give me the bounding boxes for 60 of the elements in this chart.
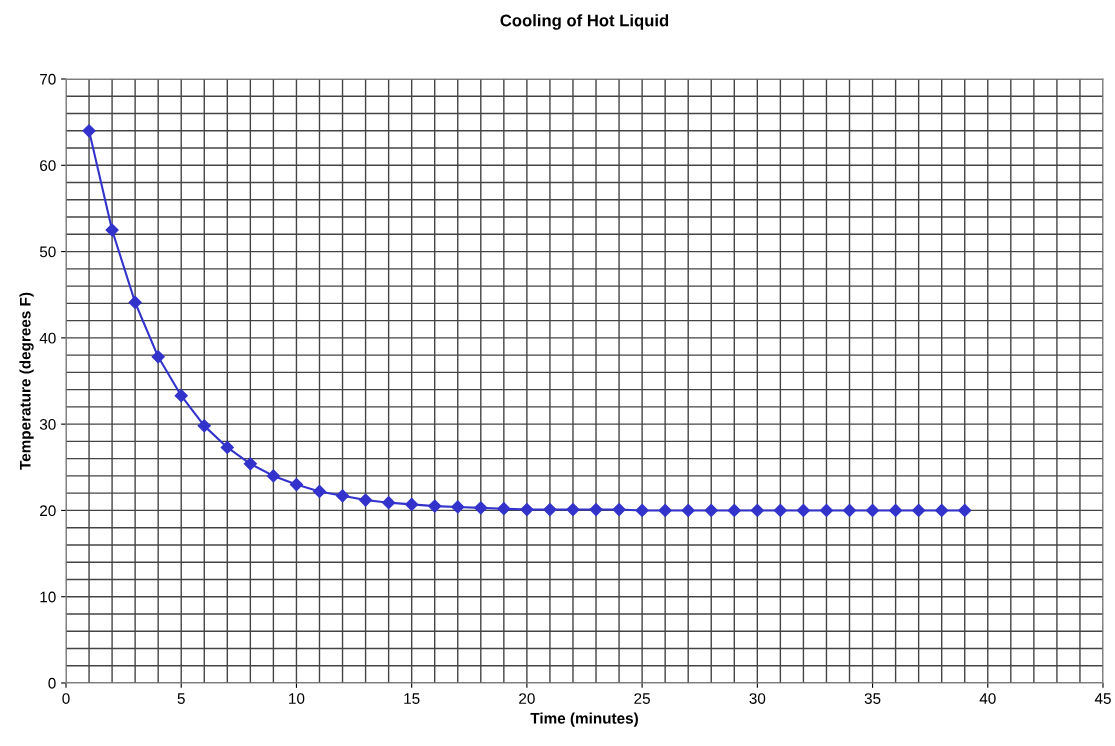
point — [474, 501, 488, 515]
x-tick-label: 5 — [177, 693, 185, 704]
point — [220, 440, 234, 455]
point — [382, 496, 396, 510]
point — [335, 489, 350, 503]
point — [174, 389, 188, 403]
point — [889, 503, 903, 518]
x-tick-label: 30 — [749, 693, 766, 704]
point — [842, 503, 857, 518]
x-tick-label: 0 — [62, 693, 70, 704]
x-tick-label: 10 — [289, 693, 305, 704]
point — [773, 503, 787, 518]
point — [266, 469, 280, 483]
point — [289, 477, 304, 492]
point — [243, 457, 257, 471]
y-tick-label: 50 — [39, 246, 56, 258]
point — [681, 503, 695, 518]
point — [520, 502, 534, 517]
point — [589, 502, 603, 517]
point — [128, 295, 142, 310]
point — [727, 503, 741, 518]
point — [312, 484, 327, 499]
point — [197, 419, 211, 433]
point — [958, 503, 972, 518]
x-tick-label: 25 — [634, 693, 650, 704]
point — [865, 503, 880, 518]
x-tick-label: 20 — [519, 693, 535, 704]
y-axis-title: Temperature (degrees F) — [19, 292, 34, 470]
point — [912, 503, 926, 518]
point — [428, 499, 442, 513]
x-tick-label: 40 — [979, 693, 996, 704]
y-tick-label: 60 — [40, 160, 56, 171]
point — [612, 502, 626, 517]
point — [750, 503, 764, 518]
y-tick-label: 20 — [40, 505, 56, 517]
x-tick-label: 15 — [404, 693, 420, 704]
point — [543, 502, 557, 517]
point — [105, 223, 119, 237]
point — [935, 503, 949, 518]
y-tick-label: 40 — [39, 332, 56, 344]
point — [635, 503, 649, 518]
y-tick-label: 30 — [39, 419, 56, 430]
point — [704, 503, 718, 518]
point — [497, 502, 511, 516]
x-tick-label: 45 — [1094, 693, 1111, 704]
y-tick-label: 10 — [40, 591, 56, 603]
chart-title: Cooling of Hot Liquid — [500, 14, 669, 30]
y-tick-label: 70 — [40, 73, 56, 85]
y-tick-label: 0 — [48, 677, 56, 689]
x-tick-label: 35 — [864, 693, 881, 704]
point — [451, 500, 465, 514]
point — [405, 497, 419, 511]
point — [151, 350, 165, 364]
point — [82, 124, 96, 138]
point — [819, 503, 834, 518]
point — [658, 503, 672, 518]
x-axis-title: Time (minutes) — [530, 712, 638, 727]
point — [358, 493, 373, 507]
point — [796, 503, 811, 518]
point — [566, 502, 580, 517]
